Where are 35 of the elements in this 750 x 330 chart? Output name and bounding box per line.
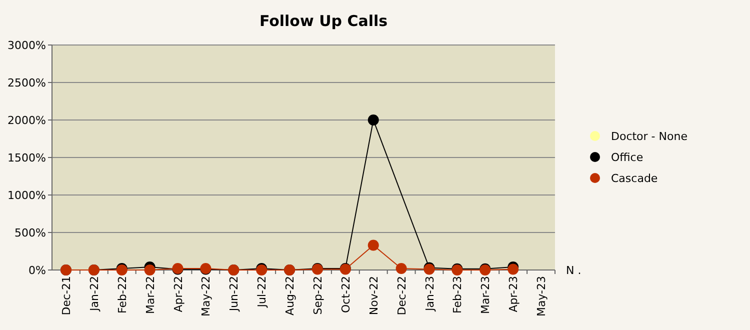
x-tick-label: Feb-22 bbox=[116, 276, 129, 314]
point bbox=[508, 264, 519, 275]
x-tick-label: Mar-22 bbox=[144, 276, 157, 314]
chart-title: Follow Up Calls bbox=[259, 12, 388, 30]
x-tick-label: Jan-22 bbox=[88, 276, 101, 312]
x-tick-label: Nov-22 bbox=[367, 276, 380, 316]
y-tick-label: 1500% bbox=[8, 151, 46, 164]
y-tick-label: 3000% bbox=[8, 38, 46, 52]
y-tick-label: 500% bbox=[14, 226, 46, 240]
legend-label: Office bbox=[611, 150, 644, 164]
x-tick-label: Apr-23 bbox=[507, 276, 520, 312]
y-tick-label: 2000% bbox=[8, 114, 46, 127]
point bbox=[368, 114, 379, 126]
x-tick-label: Oct-22 bbox=[339, 276, 352, 313]
x-axis-title: N . bbox=[566, 264, 582, 277]
y-tick-label: 1000% bbox=[8, 188, 46, 202]
x-tick-label: Jul-22 bbox=[256, 276, 269, 308]
x-tick-label: Aug-22 bbox=[284, 276, 297, 316]
x-tick-label: Sep-22 bbox=[311, 276, 324, 315]
x-tick-label: Jan-23 bbox=[423, 276, 436, 312]
y-tick-label: 0% bbox=[28, 264, 46, 277]
x-tick-label: Mar-23 bbox=[479, 276, 492, 314]
point bbox=[144, 264, 156, 276]
x-tick-label: Apr-22 bbox=[172, 276, 185, 312]
x-tick-label: May-23 bbox=[535, 276, 548, 317]
y-tick-label: 2500% bbox=[8, 76, 46, 90]
legend-label: Doctor - None bbox=[611, 130, 688, 143]
x-tick-label: Dec-22 bbox=[395, 276, 408, 316]
x-tick-label: May-22 bbox=[200, 276, 213, 317]
legend-label: Cascade bbox=[611, 172, 658, 185]
x-tick-label: Dec-21 bbox=[60, 276, 73, 316]
x-tick-label: Jun-22 bbox=[228, 276, 241, 312]
point bbox=[368, 240, 379, 251]
x-tick-label: Feb-23 bbox=[451, 276, 464, 314]
point bbox=[396, 263, 407, 274]
